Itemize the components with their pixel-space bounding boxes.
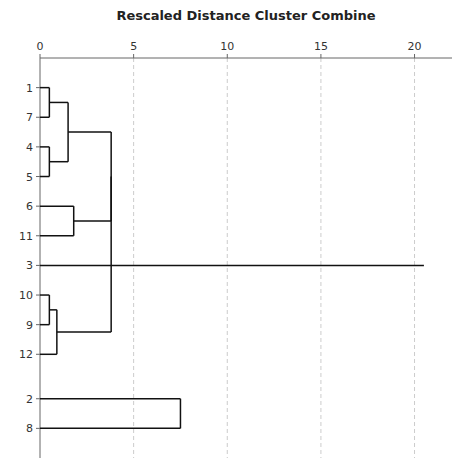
y-tick (36, 176, 40, 177)
x-axis-line (40, 58, 452, 59)
branch (49, 309, 56, 311)
leaf-branch (40, 205, 74, 207)
y-tick-label: 7 (26, 111, 33, 124)
leaf-branch (40, 294, 49, 296)
title: Rescaled Distance Cluster Combine (116, 8, 375, 23)
x-tick (40, 54, 41, 58)
y-tick-label: 10 (19, 289, 33, 302)
x-tick-label: 0 (37, 40, 44, 53)
y-tick-label: 5 (26, 171, 33, 184)
leaf-branch (40, 354, 57, 356)
y-tick (36, 265, 40, 266)
grid-line (227, 58, 228, 458)
y-tick (36, 117, 40, 118)
x-tick (133, 54, 134, 58)
y-tick-label: 9 (26, 319, 33, 332)
dendrogram (40, 88, 424, 429)
leaf-branch (40, 87, 49, 89)
y-tick-label: 1 (26, 82, 33, 95)
merge-line (180, 399, 182, 429)
leaf-branch (40, 176, 49, 178)
x-tick (227, 54, 228, 58)
branch (68, 131, 111, 133)
y-tick (36, 428, 40, 429)
y-tick (36, 146, 40, 147)
x-tick (320, 54, 321, 58)
y-tick-label: 3 (26, 259, 33, 272)
y-tick-label: 11 (19, 230, 33, 243)
x-tick-label: 10 (220, 40, 234, 53)
chart-container: 05101520Rescaled Distance Cluster Combin… (0, 0, 474, 474)
branch (74, 220, 111, 222)
grid-line (414, 58, 415, 458)
branch (49, 102, 68, 104)
y-tick (36, 324, 40, 325)
leaf-branch (40, 428, 180, 430)
leaf-branch (40, 146, 49, 148)
merge-line (110, 177, 112, 333)
y-tick (36, 295, 40, 296)
chart: 05101520Rescaled Distance Cluster Combin… (0, 0, 474, 474)
y-tick-label: 6 (26, 200, 33, 213)
y-tick (36, 354, 40, 355)
branch (49, 161, 68, 163)
leaf-branch (40, 235, 74, 237)
x-tick-label: 20 (408, 40, 422, 53)
y-tick (36, 87, 40, 88)
leaf-branch (40, 324, 49, 326)
x-tick-label: 5 (130, 40, 137, 53)
branch (57, 331, 111, 333)
y-tick-label: 2 (26, 393, 33, 406)
leaf-branch (40, 398, 180, 400)
leaf-branch (40, 117, 49, 119)
leaf-line (40, 265, 424, 267)
y-tick-label: 12 (19, 348, 33, 361)
x-tick (414, 54, 415, 58)
y-tick-label: 8 (26, 422, 33, 435)
y-tick (36, 398, 40, 399)
y-tick (36, 235, 40, 236)
y-tick-label: 4 (26, 141, 33, 154)
x-tick-label: 15 (314, 40, 328, 53)
grid-line (320, 58, 321, 458)
y-tick (36, 206, 40, 207)
